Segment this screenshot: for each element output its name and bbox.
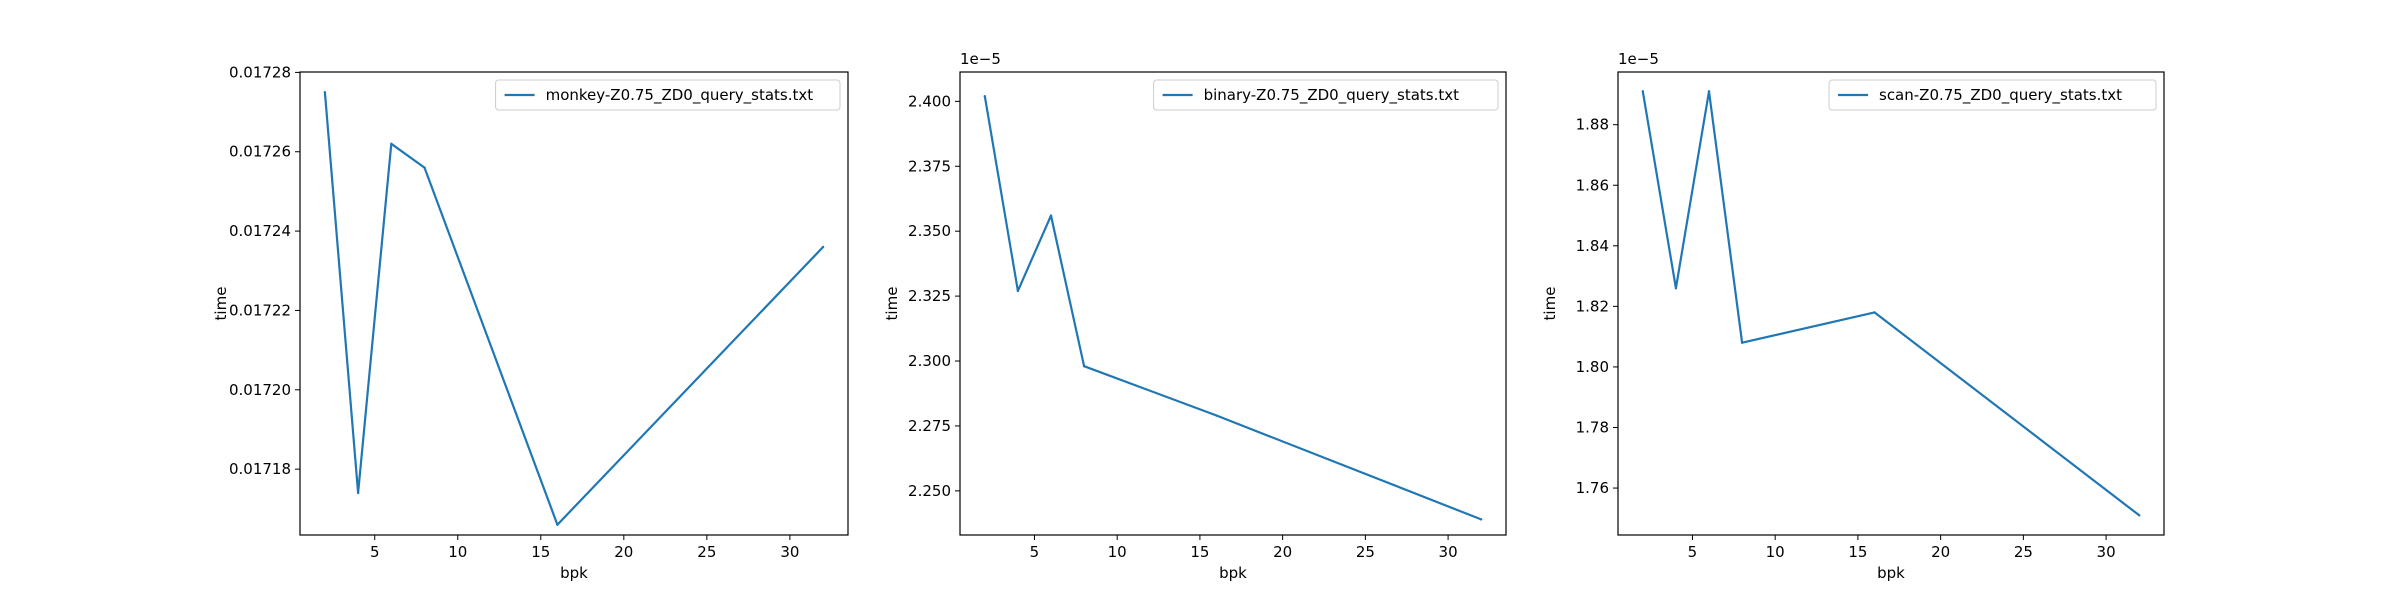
data-point xyxy=(1479,518,1483,521)
data-point xyxy=(821,245,825,249)
x-tick-label: 25 xyxy=(697,543,716,561)
y-tick-label: 0.01720 xyxy=(229,381,291,399)
y-tick-label: 0.01718 xyxy=(229,460,291,478)
legend: scan-Z0.75_ZD0_query_stats.txt xyxy=(1828,79,2157,111)
y-axis-label: time xyxy=(883,287,901,321)
y-tick-label: 2.350 xyxy=(908,222,951,240)
chart-panel-1: 5 10 15 20 25 30 0.01718 0.01720 0.01722 0.01724 0… xyxy=(212,63,849,582)
x-axis-label: bpk xyxy=(1219,564,1247,582)
legend-label: scan-Z0.75_ZD0_query_stats.txt xyxy=(1879,86,2122,105)
legend-box xyxy=(1153,79,1499,111)
chart-panel-2: 5 10 15 20 25 30 2.250 2.275 2.300 2.325 2.350 2.37… xyxy=(883,50,1507,582)
x-tick-label: 30 xyxy=(780,543,799,561)
x-axis-label: bpk xyxy=(560,564,588,582)
y-tick-label: 1.78 xyxy=(1576,419,1609,437)
data-point xyxy=(1049,214,1053,217)
y-axis-offset-text: 1e−5 xyxy=(1618,50,1659,68)
y-tick-label: 1.86 xyxy=(1576,176,1609,194)
plot-area-frame xyxy=(1617,71,2165,536)
legend-label: monkey-Z0.75_ZD0_query_stats.txt xyxy=(546,86,814,105)
plot-area-frame xyxy=(959,71,1507,536)
y-tick-label: 2.250 xyxy=(908,482,951,500)
y-tick-label: 2.300 xyxy=(908,352,951,370)
y-tick-label: 1.76 xyxy=(1576,479,1609,497)
series-line-1 xyxy=(1641,90,2140,517)
y-axis-label: time xyxy=(1541,287,1559,321)
x-tick-label: 30 xyxy=(1439,543,1458,561)
chart-panel-3: 5 10 15 20 25 30 1.76 1.78 1.80 1.82 1.84 1.86 1.88 1… xyxy=(1541,50,2165,582)
data-point xyxy=(1873,311,1876,314)
x-tick-label: 5 xyxy=(1030,543,1040,561)
data-point xyxy=(1707,90,1711,93)
x-tick-label: 5 xyxy=(1688,543,1698,561)
x-tick-label: 30 xyxy=(2097,543,2116,561)
y-tick-label: 0.01728 xyxy=(229,63,291,81)
data-point xyxy=(390,142,393,146)
x-tick-label: 15 xyxy=(1190,543,1209,561)
y-tick-label: 0.01722 xyxy=(229,301,291,319)
legend-box xyxy=(495,79,841,111)
x-tick-label: 20 xyxy=(614,543,633,561)
x-tick-label: 5 xyxy=(370,543,380,561)
data-point xyxy=(1215,414,1218,417)
y-tick-label: 2.325 xyxy=(908,287,951,305)
y-tick-label: 2.400 xyxy=(908,92,951,110)
y-tick-label: 2.375 xyxy=(908,157,951,175)
x-tick-label: 25 xyxy=(1356,543,1375,561)
x-tick-label: 15 xyxy=(1848,543,1867,561)
data-point xyxy=(983,94,987,98)
data-point xyxy=(356,491,360,495)
x-tick-label: 25 xyxy=(2014,543,2033,561)
data-point xyxy=(1082,365,1086,368)
data-point xyxy=(323,91,327,94)
x-tick-label: 10 xyxy=(1108,543,1127,561)
y-axis-offset-text: 1e−5 xyxy=(960,50,1001,68)
x-axis-label: bpk xyxy=(1877,564,1905,582)
series-line-1 xyxy=(983,95,1482,521)
y-tick-label: 1.82 xyxy=(1576,297,1609,315)
y-tick-label: 1.88 xyxy=(1576,116,1609,134)
x-tick-label: 20 xyxy=(1931,543,1950,561)
data-point xyxy=(2137,514,2141,517)
data-point xyxy=(423,166,426,169)
legend: monkey-Z0.75_ZD0_query_stats.txt xyxy=(495,79,841,111)
legend: binary-Z0.75_ZD0_query_stats.txt xyxy=(1153,79,1499,111)
y-axis-label: time xyxy=(212,287,230,321)
y-tick-label: 1.84 xyxy=(1576,237,1609,255)
data-point xyxy=(1641,90,1645,93)
data-point xyxy=(1674,287,1678,290)
data-point xyxy=(1016,289,1020,293)
legend-box xyxy=(1828,79,2157,111)
plot-area-frame xyxy=(299,71,849,536)
x-tick-label: 20 xyxy=(1273,543,1292,561)
y-tick-label: 2.275 xyxy=(908,417,951,435)
y-tick-label: 0.01726 xyxy=(229,143,291,161)
y-tick-label: 1.80 xyxy=(1576,358,1609,376)
x-tick-label: 10 xyxy=(448,543,467,561)
x-tick-label: 10 xyxy=(1766,543,1785,561)
series-line-1 xyxy=(323,92,824,526)
legend-label: binary-Z0.75_ZD0_query_stats.txt xyxy=(1204,86,1460,105)
data-point xyxy=(556,523,559,526)
y-tick-label: 0.01724 xyxy=(229,222,291,240)
x-tick-label: 15 xyxy=(531,543,550,561)
data-point xyxy=(1740,341,1744,344)
